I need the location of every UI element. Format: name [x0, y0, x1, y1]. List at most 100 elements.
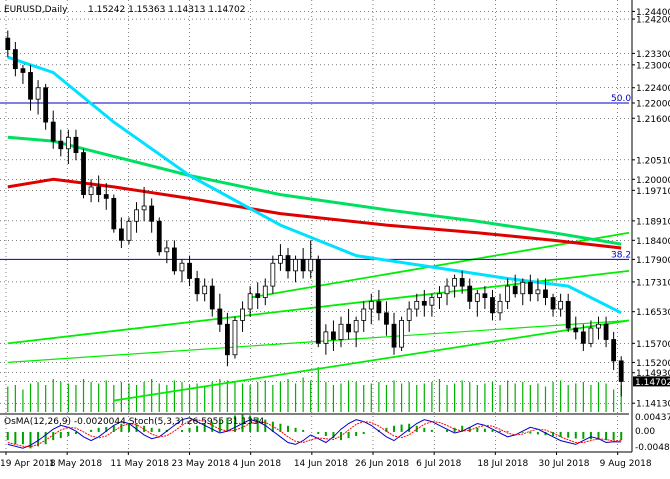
candle-body [459, 278, 465, 287]
candle-body [361, 308, 367, 321]
candle-body [535, 289, 541, 295]
candle-body [527, 281, 533, 295]
candle-body [187, 262, 192, 279]
candle-body [270, 262, 276, 287]
price-axis-label: 1.17310 [636, 278, 670, 288]
candle-body [490, 297, 495, 314]
candle-body [240, 308, 245, 321]
candle-body [368, 300, 374, 310]
candle-body [331, 331, 336, 340]
candle-body [437, 293, 442, 298]
candle-body [353, 320, 359, 333]
date-axis-label: 9 Aug 2018 [600, 459, 652, 469]
candle-body [20, 68, 26, 73]
candle-body [217, 308, 223, 325]
candle-body [149, 205, 155, 222]
candle-body [126, 220, 132, 241]
chart-ohlc-values: 1.15242 1.15363 1.14313 1.14702 [88, 5, 245, 15]
current-price-box [633, 376, 670, 387]
candle-body [262, 285, 268, 298]
chart-symbol-label: EURUSD,Daily [4, 5, 68, 15]
price-axis-label: 1.21600 [636, 115, 670, 125]
candle-body [43, 87, 49, 123]
candle-body [323, 331, 329, 344]
channel-line [249, 231, 630, 299]
candle-body [376, 300, 382, 314]
candle-body [573, 327, 579, 333]
candle-body [141, 205, 147, 211]
candle-body [467, 285, 473, 302]
candle-body [429, 297, 435, 306]
date-axis-label: 11 May 2018 [110, 459, 169, 469]
date-axis-label: 6 Jul 2018 [416, 459, 461, 469]
ema-red-line [7, 177, 622, 250]
candle-body [497, 300, 503, 314]
price-axis-label: 1.22000 [636, 100, 670, 110]
candle-body [285, 255, 291, 272]
candle-body [73, 136, 79, 153]
candle-body [384, 312, 389, 325]
date-axis-label: 4 Jun 2018 [233, 459, 282, 469]
candle-body [58, 140, 64, 150]
candle-body [171, 247, 177, 272]
price-axis-label: 1.15200 [636, 359, 670, 369]
candle-body [255, 293, 261, 298]
candle-body [565, 300, 571, 329]
date-axis-label: 30 Jul 2018 [539, 459, 590, 469]
volume-histogram [7, 367, 622, 412]
candle-body [81, 152, 86, 195]
candle-body [414, 300, 420, 310]
price-axis-label: 1.16530 [636, 308, 670, 318]
candle-body [505, 285, 511, 302]
price-axis-label: 1.23000 [636, 61, 670, 71]
candle-body [588, 327, 594, 344]
candle-body [406, 308, 412, 321]
date-axis-label: 1 May 2018 [49, 459, 102, 469]
candle-body [550, 297, 556, 310]
candle-body [12, 49, 18, 70]
candle-body [278, 255, 283, 264]
candle-body [444, 285, 450, 295]
indicator-axis-label: -0.004884 [635, 443, 670, 453]
candle-body [5, 37, 11, 50]
fibonacci-levels[interactable]: 50.0 38.2 [0, 94, 631, 260]
candle-body [247, 293, 253, 310]
price-axis-label: 1.22400 [636, 84, 670, 94]
candle-body [346, 323, 351, 333]
candle-body [399, 320, 404, 348]
date-axis-label: 19 Apr 2018 [0, 459, 56, 469]
date-axis-label: 26 Jun 2018 [355, 459, 409, 469]
price-axis-label: 1.17900 [636, 256, 670, 266]
candle-body [96, 186, 102, 195]
candle-body [65, 136, 71, 150]
candle-body [35, 87, 41, 100]
price-axis-label: 1.14930 [636, 369, 670, 379]
candle-body [164, 247, 170, 253]
candle-body [293, 259, 298, 272]
candle-body [580, 331, 586, 344]
candle-body [88, 186, 94, 195]
price-axis-label: 1.18910 [636, 217, 670, 227]
candle-body [50, 121, 56, 142]
candle-body [179, 262, 185, 272]
channel-line [113, 319, 630, 402]
price-axis-label: 1.24400 [636, 8, 670, 18]
candle-body [209, 285, 215, 310]
candle-body [482, 293, 488, 298]
fib-level-label: 38.2 [611, 250, 631, 260]
candle-body [300, 259, 306, 272]
indicator-axis-label: 0.00 [635, 427, 655, 437]
candle-body [543, 289, 548, 298]
date-axis-label: 14 Jun 2018 [294, 459, 348, 469]
candle-body [596, 323, 601, 329]
price-axis-label: 1.18400 [636, 237, 670, 247]
candle-body [194, 278, 200, 295]
candle-body [611, 339, 617, 362]
price-axis-label: 1.24200 [636, 16, 670, 26]
candle-body [134, 209, 139, 222]
